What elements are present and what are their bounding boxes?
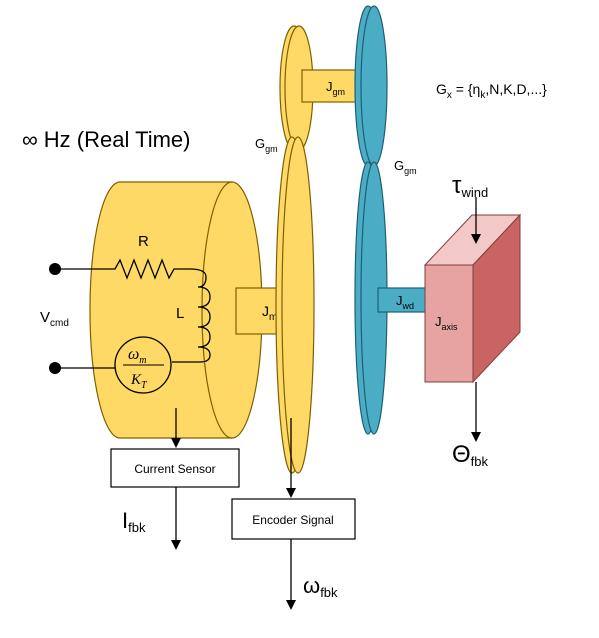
motor-circuit: R L ωm KT xyxy=(49,233,211,394)
inductor-label: L xyxy=(176,305,184,322)
yellow-gear-large xyxy=(275,136,315,474)
tau-wind-label: τwind xyxy=(452,172,488,200)
blue-gear-upper xyxy=(354,5,388,167)
kt-label: KT xyxy=(130,372,148,391)
current-sensor-box: Current Sensor xyxy=(110,448,240,488)
v-cmd-label: Vcmd xyxy=(40,309,69,329)
omega-fbk-label: ωfbk xyxy=(303,573,338,600)
j-axis-label: Jaxis xyxy=(435,314,458,332)
g-gm-left-label: Ggm xyxy=(255,136,278,154)
j-gm-label: Jgm xyxy=(326,79,345,97)
title-text: ∞ Hz (Real Time) xyxy=(22,127,190,152)
g-gm-right-label: Ggm xyxy=(394,158,417,176)
parameter-set: Gx = {ηk,N,K,D,...} xyxy=(436,81,547,101)
current-sensor-label: Current Sensor xyxy=(134,462,215,476)
j-m-label: Jm xyxy=(262,303,277,323)
encoder-signal-label: Encoder Signal xyxy=(252,513,333,527)
encoder-signal-box: Encoder Signal xyxy=(231,498,356,540)
j-wd-label: Jwd xyxy=(396,293,414,311)
output-shaft: Jwd xyxy=(377,287,429,313)
omega-m-label: ωm xyxy=(128,346,147,366)
resistor-label: R xyxy=(138,233,149,250)
i-fbk-label: Ifbk xyxy=(122,508,146,535)
axis-block: Jaxis xyxy=(423,213,522,384)
blue-gear-lower xyxy=(354,161,388,435)
theta-fbk-label: Θfbk xyxy=(452,441,489,469)
